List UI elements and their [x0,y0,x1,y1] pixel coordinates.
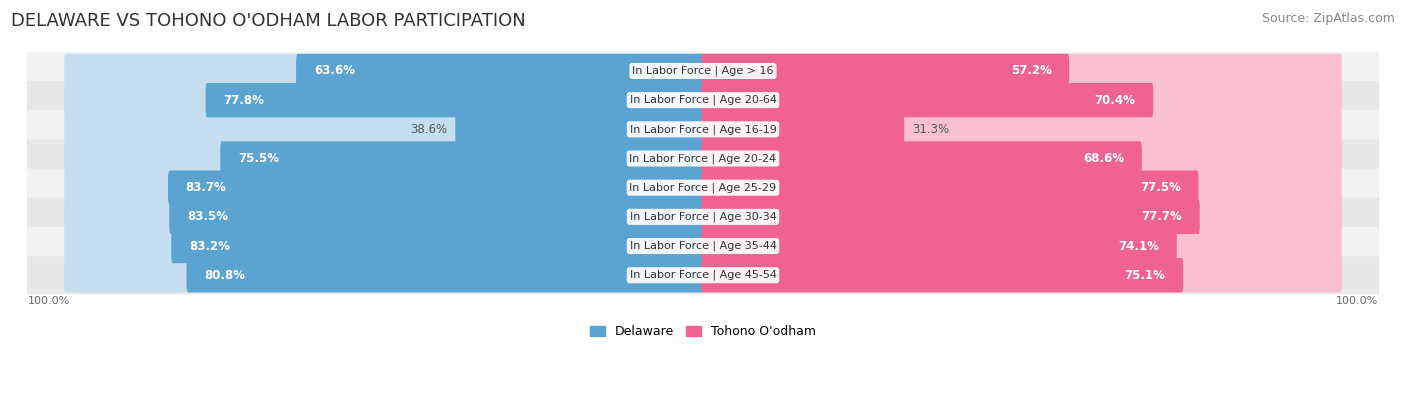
FancyBboxPatch shape [702,54,1341,88]
FancyBboxPatch shape [187,258,704,292]
FancyBboxPatch shape [702,171,1198,205]
Text: In Labor Force | Age 20-64: In Labor Force | Age 20-64 [630,95,776,105]
FancyBboxPatch shape [65,83,704,117]
Text: 100.0%: 100.0% [1336,296,1378,306]
Text: In Labor Force | Age 30-34: In Labor Force | Age 30-34 [630,212,776,222]
FancyBboxPatch shape [205,83,704,117]
Text: 63.6%: 63.6% [314,64,354,77]
Text: 57.2%: 57.2% [1011,64,1052,77]
Text: DELAWARE VS TOHONO O'ODHAM LABOR PARTICIPATION: DELAWARE VS TOHONO O'ODHAM LABOR PARTICI… [11,12,526,30]
FancyBboxPatch shape [456,112,704,147]
FancyBboxPatch shape [702,54,1069,88]
FancyBboxPatch shape [27,198,1379,236]
Text: In Labor Force | Age 25-29: In Labor Force | Age 25-29 [630,182,776,193]
Text: 83.7%: 83.7% [186,181,226,194]
Text: 74.1%: 74.1% [1118,239,1159,252]
FancyBboxPatch shape [702,258,1341,292]
FancyBboxPatch shape [27,81,1379,119]
FancyBboxPatch shape [221,141,704,176]
FancyBboxPatch shape [27,256,1379,294]
FancyBboxPatch shape [702,112,904,147]
FancyBboxPatch shape [65,200,704,234]
FancyBboxPatch shape [702,141,1142,176]
FancyBboxPatch shape [65,229,704,263]
FancyBboxPatch shape [702,83,1341,117]
Text: In Labor Force | Age 16-19: In Labor Force | Age 16-19 [630,124,776,135]
Text: 70.4%: 70.4% [1095,94,1136,107]
Text: 38.6%: 38.6% [411,123,447,136]
FancyBboxPatch shape [27,139,1379,177]
Text: In Labor Force | Age > 16: In Labor Force | Age > 16 [633,66,773,76]
Text: In Labor Force | Age 45-54: In Labor Force | Age 45-54 [630,270,776,280]
Text: 80.8%: 80.8% [204,269,245,282]
FancyBboxPatch shape [702,258,1184,292]
FancyBboxPatch shape [65,112,704,147]
FancyBboxPatch shape [65,171,704,205]
Text: 77.7%: 77.7% [1142,211,1182,223]
Text: 77.5%: 77.5% [1140,181,1181,194]
FancyBboxPatch shape [65,141,704,176]
FancyBboxPatch shape [702,229,1177,263]
FancyBboxPatch shape [27,52,1379,90]
Text: In Labor Force | Age 35-44: In Labor Force | Age 35-44 [630,241,776,251]
Text: Source: ZipAtlas.com: Source: ZipAtlas.com [1261,12,1395,25]
Text: 83.2%: 83.2% [188,239,229,252]
Text: 31.3%: 31.3% [912,123,949,136]
FancyBboxPatch shape [27,227,1379,265]
FancyBboxPatch shape [702,141,1341,176]
FancyBboxPatch shape [27,110,1379,148]
Text: 75.1%: 75.1% [1125,269,1166,282]
FancyBboxPatch shape [702,200,1341,234]
Text: 77.8%: 77.8% [224,94,264,107]
Text: In Labor Force | Age 20-24: In Labor Force | Age 20-24 [630,153,776,164]
FancyBboxPatch shape [169,171,704,205]
FancyBboxPatch shape [702,112,1341,147]
FancyBboxPatch shape [702,229,1341,263]
FancyBboxPatch shape [65,258,704,292]
FancyBboxPatch shape [27,169,1379,207]
FancyBboxPatch shape [702,171,1341,205]
Text: 75.5%: 75.5% [238,152,278,165]
FancyBboxPatch shape [65,54,704,88]
Text: 68.6%: 68.6% [1083,152,1123,165]
FancyBboxPatch shape [702,200,1199,234]
FancyBboxPatch shape [169,200,704,234]
FancyBboxPatch shape [172,229,704,263]
FancyBboxPatch shape [297,54,704,88]
Text: 83.5%: 83.5% [187,211,228,223]
Text: 100.0%: 100.0% [28,296,70,306]
Legend: Delaware, Tohono O'odham: Delaware, Tohono O'odham [585,320,821,343]
FancyBboxPatch shape [702,83,1153,117]
